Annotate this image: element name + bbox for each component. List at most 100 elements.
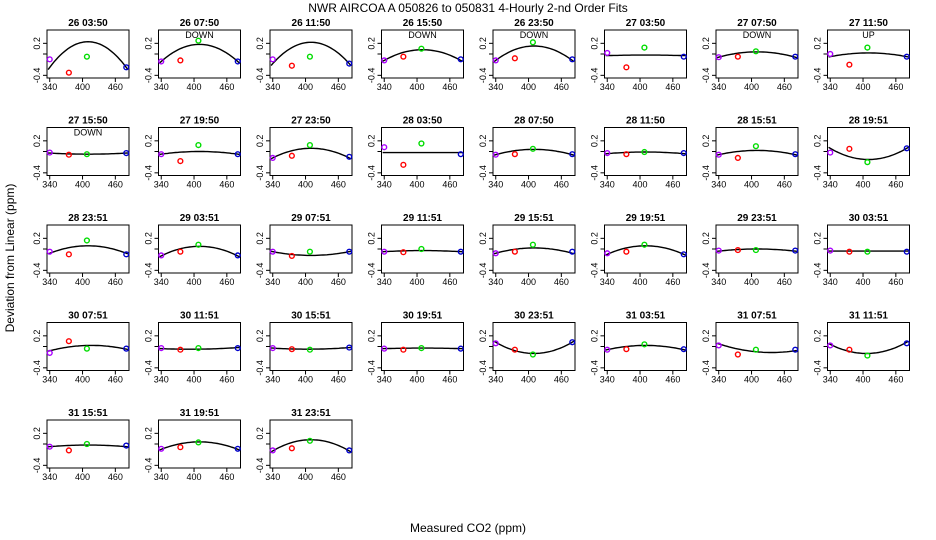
- point-std2: [623, 64, 630, 71]
- x-tick-label: 460: [331, 472, 346, 482]
- point-std1: [158, 151, 165, 158]
- panel-frame: [604, 224, 687, 274]
- point-std2: [846, 61, 853, 68]
- x-tick-label: 400: [187, 375, 202, 385]
- y-tick-label: 0.2: [255, 37, 265, 50]
- panel-33: 31 15:51 340 400 460 -0.4 0.2: [32, 408, 130, 482]
- point-std1: [158, 445, 165, 452]
- y-tick-label: 0.2: [32, 37, 42, 50]
- panel-title: 31 11:51: [849, 311, 888, 322]
- panel-23: 29 23:51 340 400 460 -0.4 0.2: [701, 213, 799, 287]
- x-tick-label: 460: [108, 375, 123, 385]
- panel-14: 28 11:50 340 400 460 -0.4 0.2: [590, 116, 687, 190]
- x-tick-label: 460: [777, 277, 792, 287]
- point-std1: [827, 149, 834, 156]
- y-tick-label: 0.2: [478, 37, 488, 50]
- point-std1: [827, 50, 834, 58]
- point-std3: [83, 237, 91, 244]
- point-std2: [177, 248, 184, 255]
- point-std4: [903, 145, 910, 152]
- y-tick-label: 0.2: [32, 330, 42, 343]
- x-tick-label: 460: [219, 472, 234, 482]
- x-tick-label: 460: [108, 180, 123, 190]
- fit-curve: [159, 150, 240, 156]
- x-tick-label: 340: [377, 375, 392, 385]
- point-std2: [400, 249, 407, 256]
- point-std4: [123, 150, 130, 157]
- point-std2: [65, 251, 72, 258]
- x-tick-label: 340: [711, 375, 726, 385]
- x-tick-label: 460: [219, 180, 234, 190]
- panel-frame: [492, 224, 576, 274]
- x-tick-label: 460: [442, 375, 457, 385]
- point-std1: [827, 247, 834, 254]
- panel-title: 27 19:50: [180, 116, 220, 127]
- point-std1: [715, 342, 722, 349]
- panel-direction: DOWN: [520, 30, 549, 40]
- panel-25: 30 07:51 340 400 460 -0.4 0.2: [32, 311, 130, 385]
- point-std4: [569, 339, 576, 346]
- point-std1: [381, 57, 388, 64]
- x-tick-label: 400: [187, 277, 202, 287]
- point-std1: [46, 56, 53, 63]
- point-std3: [529, 241, 537, 248]
- x-tick-label: 400: [856, 180, 871, 190]
- panel-title: 30 11:51: [180, 311, 219, 322]
- point-std1: [715, 54, 722, 61]
- point-std3: [864, 44, 871, 51]
- panel-title: 27 15:50: [68, 116, 108, 127]
- x-tick-label: 400: [187, 472, 202, 482]
- point-std2: [846, 346, 853, 353]
- x-tick-label: 460: [442, 180, 457, 190]
- point-std1: [827, 342, 834, 349]
- point-std1: [269, 154, 276, 162]
- y-tick-label: -0.4: [32, 165, 42, 181]
- panel-24: 30 03:51 340 400 460 -0.4 0.2: [813, 213, 910, 287]
- x-tick-label: 340: [265, 180, 280, 190]
- y-tick-label: -0.4: [144, 165, 154, 181]
- point-std1: [492, 340, 499, 347]
- panel-frame: [158, 224, 241, 274]
- x-tick-label: 460: [665, 180, 680, 190]
- panel-title: 30 15:51: [291, 311, 331, 322]
- x-tick-label: 340: [711, 180, 726, 190]
- panel-13: 28 07:50 340 400 460 -0.4 0.2: [478, 116, 576, 190]
- x-tick-label: 460: [219, 277, 234, 287]
- panel-title: 31 03:51: [626, 311, 666, 322]
- x-tick-label: 340: [42, 82, 57, 92]
- x-tick-label: 400: [744, 180, 759, 190]
- point-std3: [83, 53, 91, 60]
- fit-curve: [716, 149, 798, 156]
- fit-curve: [493, 45, 575, 63]
- y-tick-label: 0.2: [255, 232, 265, 245]
- panel-direction: DOWN: [74, 128, 103, 138]
- x-tick-label: 400: [521, 277, 536, 287]
- point-std3: [83, 440, 91, 448]
- x-tick-label: 400: [521, 375, 536, 385]
- point-std1: [381, 345, 388, 352]
- y-tick-label: -0.4: [478, 165, 488, 181]
- point-std3: [83, 345, 91, 352]
- x-tick-label: 460: [108, 82, 123, 92]
- y-tick-label: -0.4: [32, 458, 42, 474]
- point-std1: [269, 56, 276, 63]
- point-std1: [158, 345, 165, 352]
- panel-title: 28 03:50: [403, 116, 443, 127]
- x-tick-label: 340: [823, 375, 838, 385]
- point-std3: [418, 140, 425, 147]
- x-tick-label: 400: [75, 472, 90, 482]
- panel-1: 26 03:50 340 400 460 -0.4 0.2: [32, 18, 130, 92]
- fit-curve: [382, 347, 463, 350]
- y-tick-label: -0.4: [590, 360, 600, 376]
- y-tick-label: -0.4: [590, 68, 600, 84]
- y-tick-label: 0.2: [701, 135, 711, 148]
- y-tick-label: 0.2: [478, 330, 488, 343]
- panel-frame: [604, 29, 687, 79]
- y-tick-label: 0.2: [813, 232, 823, 245]
- y-tick-label: -0.4: [701, 68, 711, 84]
